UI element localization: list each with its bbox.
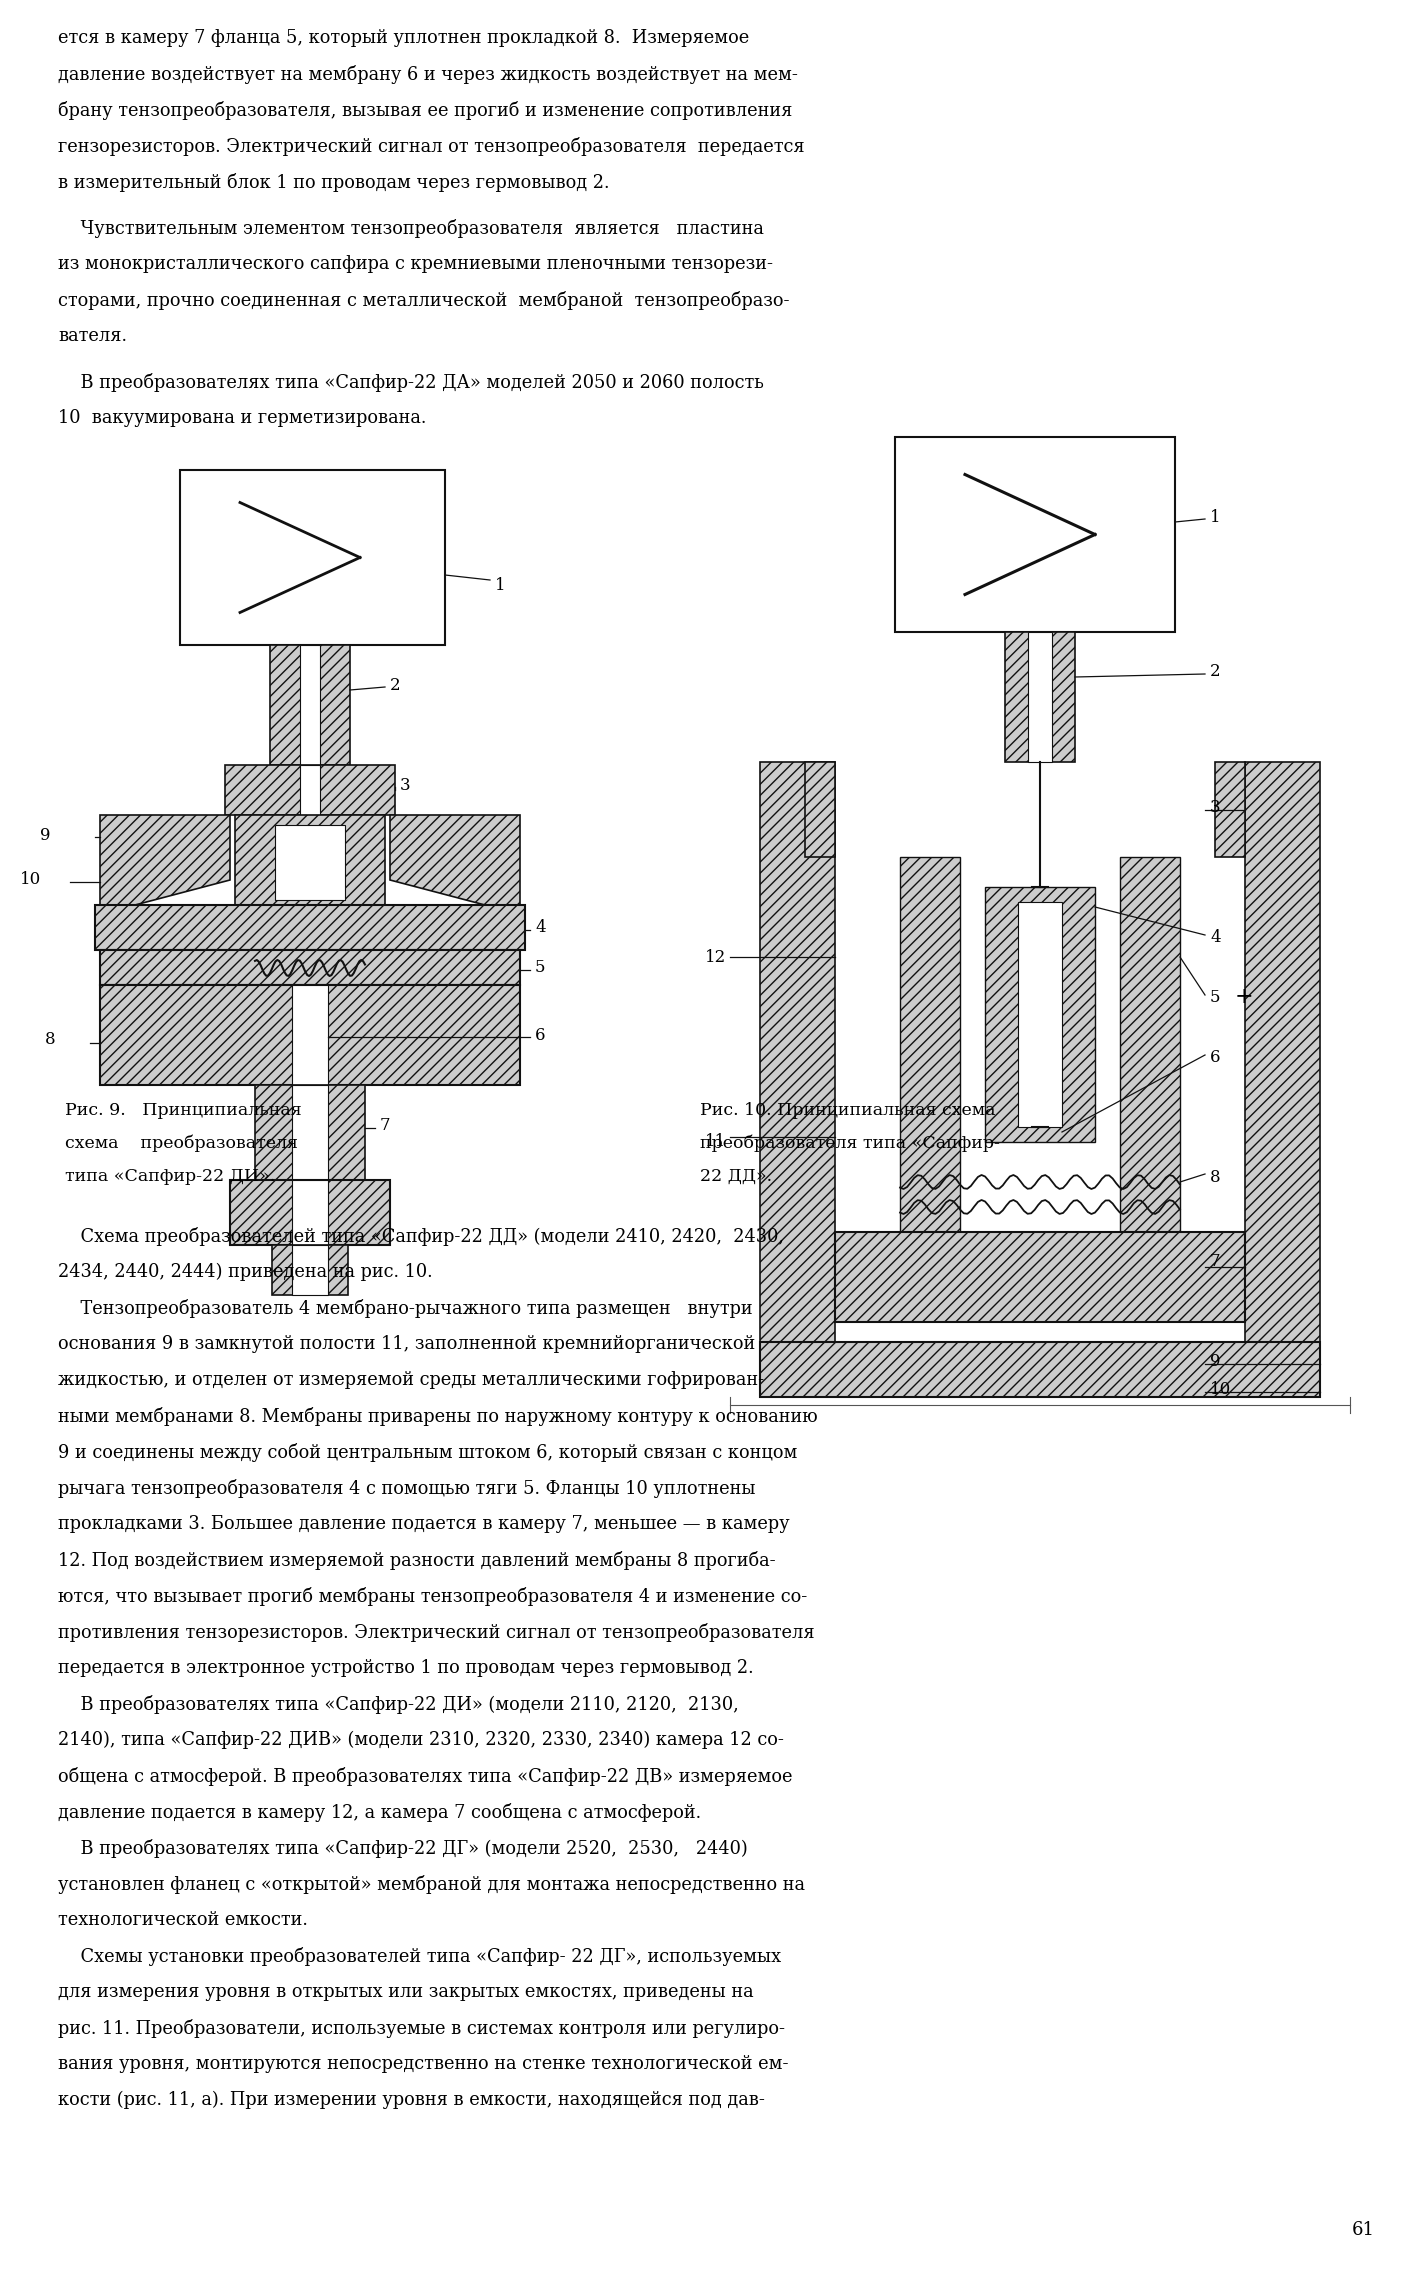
Bar bbox=[270, 644, 350, 765]
Text: 11: 11 bbox=[706, 1134, 727, 1150]
Text: В преобразователях типа «Сапфир-22 ДГ» (модели 2520,  2530,   2440): В преобразователях типа «Сапфир-22 ДГ» (… bbox=[58, 1840, 748, 1858]
Bar bbox=[301, 644, 320, 765]
Bar bbox=[761, 1341, 1321, 1398]
Text: 2: 2 bbox=[389, 676, 401, 694]
Bar bbox=[835, 1232, 1245, 1323]
Text: 7: 7 bbox=[380, 1116, 391, 1134]
Text: схема    преобразователя: схема преобразователя bbox=[65, 1134, 298, 1152]
Text: 2434, 2440, 2444) приведена на рис. 10.: 2434, 2440, 2444) приведена на рис. 10. bbox=[58, 1264, 433, 1282]
Bar bbox=[1245, 763, 1321, 1341]
Text: Схемы установки преобразователей типа «Сапфир- 22 ДГ», используемых: Схемы установки преобразователей типа «С… bbox=[58, 1947, 782, 1965]
Text: из монокристаллического сапфира с кремниевыми пленочными тензорези-: из монокристаллического сапфира с кремни… bbox=[58, 255, 773, 273]
Text: технологической емкости.: технологической емкости. bbox=[58, 1910, 308, 1929]
Text: 6: 6 bbox=[535, 1027, 546, 1043]
Text: Рис. 10. Принципиальная схема: Рис. 10. Принципиальная схема bbox=[700, 1102, 996, 1118]
Bar bbox=[806, 763, 835, 856]
Bar bbox=[181, 469, 444, 644]
Text: 61: 61 bbox=[1352, 2220, 1374, 2238]
Text: противления тензорезисторов. Электрический сигнал от тензопреобразователя: противления тензорезисторов. Электрическ… bbox=[58, 1624, 814, 1642]
Bar bbox=[761, 763, 835, 1341]
Bar bbox=[1215, 763, 1245, 856]
Bar bbox=[272, 1246, 349, 1296]
Text: кости (рис. 11, а). При измерении уровня в емкости, находящейся под дав-: кости (рис. 11, а). При измерении уровня… bbox=[58, 2090, 765, 2109]
Text: Рис. 9.   Принципиальная: Рис. 9. Принципиальная bbox=[65, 1102, 302, 1118]
Text: 5: 5 bbox=[1211, 988, 1221, 1006]
Bar bbox=[1029, 633, 1053, 763]
Text: гензорезисторов. Электрический сигнал от тензопреобразователя  передается: гензорезисторов. Электрический сигнал от… bbox=[58, 137, 804, 157]
Bar bbox=[95, 904, 525, 950]
Bar bbox=[895, 437, 1175, 633]
Text: 3: 3 bbox=[399, 776, 411, 792]
Text: сторами, прочно соединенная с металлической  мембраной  тензопреобразо-: сторами, прочно соединенная с металличес… bbox=[58, 291, 790, 310]
Bar bbox=[1120, 856, 1180, 1232]
Text: основания 9 в замкнутой полости 11, заполненной кремнийорганической: основания 9 в замкнутой полости 11, запо… bbox=[58, 1334, 755, 1353]
Text: В преобразователях типа «Сапфир-22 ДА» моделей 2050 и 2060 полость: В преобразователях типа «Сапфир-22 ДА» м… bbox=[58, 373, 763, 392]
Bar bbox=[900, 856, 959, 1232]
Text: Тензопреобразователь 4 мембрано-рычажного типа размещен   внутри: Тензопреобразователь 4 мембрано-рычажног… bbox=[58, 1298, 752, 1318]
Text: 12: 12 bbox=[706, 950, 727, 965]
Polygon shape bbox=[389, 815, 521, 904]
Text: Чувствительным элементом тензопреобразователя  является   пластина: Чувствительным элементом тензопреобразов… bbox=[58, 219, 763, 239]
Bar bbox=[301, 765, 320, 815]
Text: 12. Под воздействием измеряемой разности давлений мембраны 8 прогиба-: 12. Под воздействием измеряемой разности… bbox=[58, 1551, 776, 1571]
Bar bbox=[292, 986, 327, 1086]
Polygon shape bbox=[100, 815, 230, 904]
Text: 8: 8 bbox=[45, 1031, 55, 1047]
Text: 8: 8 bbox=[1211, 1168, 1221, 1186]
Text: жидкостью, и отделен от измеряемой среды металлическими гофрирован-: жидкостью, и отделен от измеряемой среды… bbox=[58, 1371, 765, 1389]
Text: 5: 5 bbox=[535, 959, 546, 977]
Bar bbox=[985, 888, 1095, 1143]
Text: для измерения уровня в открытых или закрытых емкостях, приведены на: для измерения уровня в открытых или закр… bbox=[58, 1983, 753, 2001]
Text: +: + bbox=[1235, 986, 1253, 1009]
Text: прокладками 3. Большее давление подается в камеру 7, меньшее — в камеру: прокладками 3. Большее давление подается… bbox=[58, 1514, 790, 1532]
Bar bbox=[255, 1086, 365, 1179]
Text: брану тензопреобразователя, вызывая ее прогиб и изменение сопротивления: брану тензопреобразователя, вызывая ее п… bbox=[58, 100, 793, 121]
Text: преобразователя типа «Сапфир-: преобразователя типа «Сапфир- bbox=[700, 1134, 1000, 1152]
Text: 4: 4 bbox=[535, 918, 546, 936]
Text: вания уровня, монтируются непосредственно на стенке технологической ем-: вания уровня, монтируются непосредственн… bbox=[58, 2056, 789, 2072]
Text: общена с атмосферой. В преобразователях типа «Сапфир-22 ДВ» измеряемое: общена с атмосферой. В преобразователях … bbox=[58, 1767, 793, 1785]
Bar bbox=[292, 1246, 327, 1296]
Text: 10: 10 bbox=[20, 872, 41, 888]
Text: 1: 1 bbox=[1211, 508, 1221, 526]
Text: вателя.: вателя. bbox=[58, 328, 127, 346]
Bar bbox=[1017, 902, 1062, 1127]
Text: 3: 3 bbox=[1211, 799, 1221, 815]
Bar bbox=[100, 986, 521, 1086]
Text: ются, что вызывает прогиб мембраны тензопреобразователя 4 и изменение со-: ются, что вызывает прогиб мембраны тензо… bbox=[58, 1587, 807, 1605]
Text: 4: 4 bbox=[1211, 929, 1221, 945]
Text: Схема преобразователей типа «Сапфир-22 ДД» (модели 2410, 2420,  2430,: Схема преобразователей типа «Сапфир-22 Д… bbox=[58, 1227, 785, 1246]
Bar bbox=[292, 1086, 327, 1179]
Text: ными мембранами 8. Мембраны приварены по наружному контуру к основанию: ными мембранами 8. Мембраны приварены по… bbox=[58, 1407, 817, 1425]
Text: 6: 6 bbox=[1211, 1047, 1221, 1066]
Bar bbox=[275, 824, 346, 899]
Text: 2140), типа «Сапфир-22 ДИВ» (модели 2310, 2320, 2330, 2340) камера 12 со-: 2140), типа «Сапфир-22 ДИВ» (модели 2310… bbox=[58, 1731, 785, 1749]
Bar bbox=[1005, 633, 1075, 763]
Text: ется в камеру 7 фланца 5, который уплотнен прокладкой 8.  Измеряемое: ется в камеру 7 фланца 5, который уплотн… bbox=[58, 30, 749, 48]
Text: В преобразователях типа «Сапфир-22 ДИ» (модели 2110, 2120,  2130,: В преобразователях типа «Сапфир-22 ДИ» (… bbox=[58, 1694, 739, 1715]
Text: 9: 9 bbox=[40, 827, 51, 842]
Bar bbox=[230, 1179, 389, 1246]
Text: 7: 7 bbox=[1211, 1255, 1221, 1271]
Text: в измерительный блок 1 по проводам через гермовывод 2.: в измерительный блок 1 по проводам через… bbox=[58, 173, 610, 191]
Text: передается в электронное устройство 1 по проводам через гермовывод 2.: передается в электронное устройство 1 по… bbox=[58, 1660, 753, 1676]
Text: 10  вакуумирована и герметизирована.: 10 вакуумирована и герметизирована. bbox=[58, 410, 426, 428]
Text: 1: 1 bbox=[495, 576, 505, 594]
Bar bbox=[292, 1179, 327, 1246]
Text: 2: 2 bbox=[1211, 663, 1221, 681]
Text: типа «Сапфир-22 ДИ».: типа «Сапфир-22 ДИ». bbox=[65, 1168, 275, 1184]
Text: 9: 9 bbox=[1211, 1353, 1221, 1371]
Text: установлен фланец с «открытой» мембраной для монтажа непосредственно на: установлен фланец с «открытой» мембраной… bbox=[58, 1874, 806, 1894]
Text: рычага тензопреобразователя 4 с помощью тяги 5. Фланцы 10 уплотнены: рычага тензопреобразователя 4 с помощью … bbox=[58, 1480, 755, 1498]
Text: рис. 11. Преобразователи, используемые в системах контроля или регулиро-: рис. 11. Преобразователи, используемые в… bbox=[58, 2020, 785, 2038]
Text: давление подается в камеру 12, а камера 7 сообщена с атмосферой.: давление подается в камеру 12, а камера … bbox=[58, 1803, 701, 1822]
Text: 10: 10 bbox=[1211, 1382, 1232, 1398]
Text: давление воздействует на мембрану 6 и через жидкость воздействует на мем-: давление воздействует на мембрану 6 и че… bbox=[58, 66, 797, 84]
Text: 22 ДД».: 22 ДД». bbox=[700, 1168, 772, 1184]
Bar bbox=[224, 765, 395, 815]
Text: 9 и соединены между собой центральным штоком 6, который связан с концом: 9 и соединены между собой центральным шт… bbox=[58, 1444, 797, 1462]
Bar bbox=[100, 950, 521, 986]
Bar bbox=[236, 815, 385, 911]
